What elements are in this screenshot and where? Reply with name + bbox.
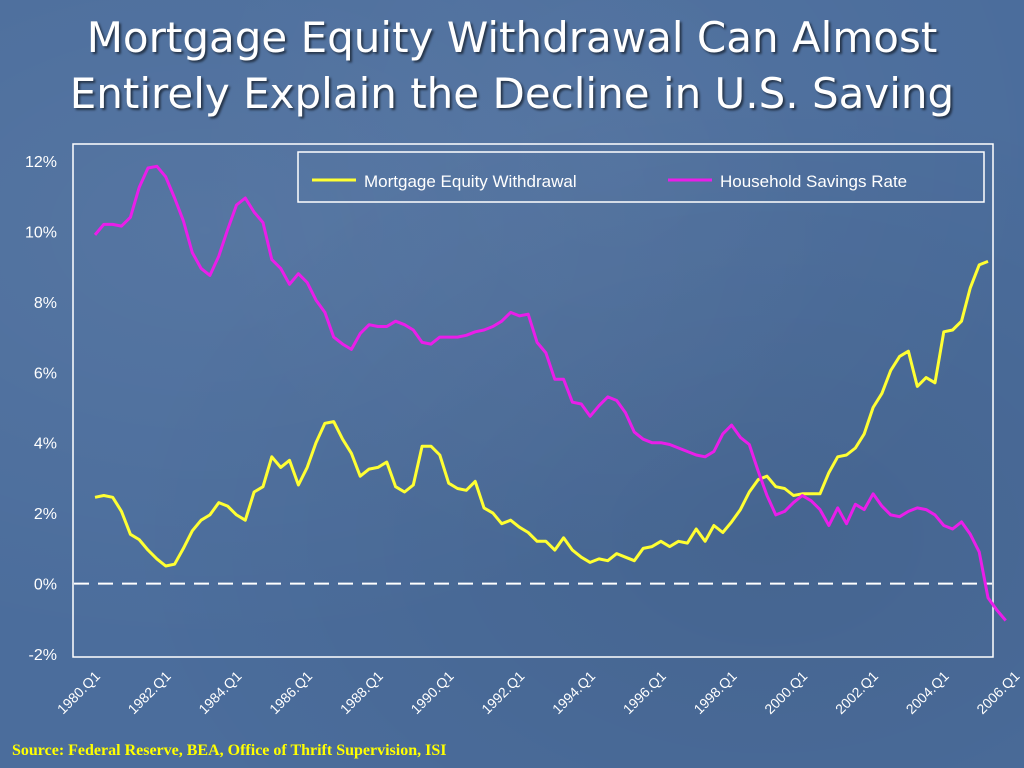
x-tick-label: 2004.Q1 (903, 668, 952, 717)
y-tick-label: -2% (29, 647, 57, 664)
series-layer (93, 164, 1007, 622)
title-line-2: Entirely Explain the Decline in U.S. Sav… (69, 69, 955, 118)
y-tick-label: 2% (34, 506, 57, 523)
source-note: Source: Federal Reserve, BEA, Office of … (12, 742, 447, 759)
y-axis: -2% 0% 2% 4% 6% 8% 10% 12% (25, 154, 57, 664)
x-tick-label: 1984.Q1 (195, 668, 244, 717)
legend-label-mew: Mortgage Equity Withdrawal (364, 172, 577, 191)
y-tick-label: 4% (34, 436, 57, 453)
x-tick-label: 1986.Q1 (266, 668, 315, 717)
legend: Mortgage Equity Withdrawal Household Sav… (297, 151, 985, 203)
y-tick-label: 8% (34, 295, 57, 312)
x-axis: 1980.Q1 1982.Q1 1984.Q1 1986.Q1 1988.Q1 1990.… (54, 668, 1023, 717)
plot-area-frame (72, 143, 994, 658)
line-chart: -2% 0% 2% 4% 6% 8% 10% 12% 1980.Q1 1982.Q1 1984.Q… (25, 143, 1023, 717)
y-tick-label: 6% (34, 365, 57, 382)
x-tick-label: 2000.Q1 (761, 668, 810, 717)
series-line-household-savings-rate (93, 164, 1007, 622)
x-tick-label: 1994.Q1 (549, 668, 598, 717)
series-line-mortgage-equity-withdrawal (94, 260, 989, 568)
legend-label-savings: Household Savings Rate (720, 172, 907, 191)
x-tick-label: 1998.Q1 (690, 668, 739, 717)
slide-title: Mortgage Equity Withdrawal Can Almost En… (0, 10, 1024, 122)
x-tick-label: 1980.Q1 (54, 668, 103, 717)
x-tick-label: 1990.Q1 (407, 668, 456, 717)
legend-box (297, 151, 985, 203)
x-tick-label: 2002.Q1 (832, 668, 881, 717)
x-tick-label: 1982.Q1 (125, 668, 174, 717)
title-line-1: Mortgage Equity Withdrawal Can Almost (86, 13, 938, 62)
y-tick-label: 0% (34, 577, 57, 594)
y-tick-label: 12% (25, 154, 57, 171)
x-tick-label: 1996.Q1 (620, 668, 669, 717)
y-tick-label: 10% (25, 224, 57, 241)
x-tick-label: 1992.Q1 (478, 668, 527, 717)
x-tick-label: 2006.Q1 (973, 668, 1022, 717)
x-tick-label: 1988.Q1 (337, 668, 386, 717)
